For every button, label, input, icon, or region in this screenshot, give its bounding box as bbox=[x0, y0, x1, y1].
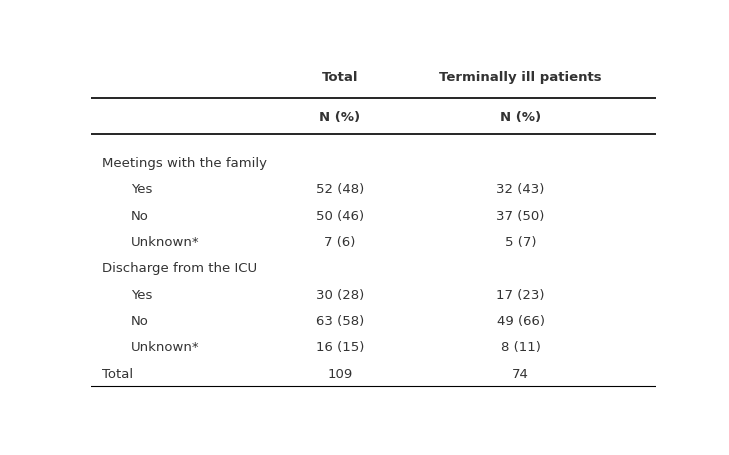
Text: 8 (11): 8 (11) bbox=[501, 341, 540, 354]
Text: Total: Total bbox=[321, 71, 358, 84]
Text: 30 (28): 30 (28) bbox=[316, 288, 364, 301]
Text: 63 (58): 63 (58) bbox=[316, 314, 364, 327]
Text: Yes: Yes bbox=[130, 183, 152, 196]
Text: Total: Total bbox=[102, 367, 133, 380]
Text: N (%): N (%) bbox=[500, 111, 541, 124]
Text: No: No bbox=[130, 314, 149, 327]
Text: 7 (6): 7 (6) bbox=[324, 236, 356, 248]
Text: 32 (43): 32 (43) bbox=[496, 183, 545, 196]
Text: 74: 74 bbox=[512, 367, 529, 380]
Text: 52 (48): 52 (48) bbox=[316, 183, 364, 196]
Text: Yes: Yes bbox=[130, 288, 152, 301]
Text: 49 (66): 49 (66) bbox=[496, 314, 545, 327]
Text: Unknown*: Unknown* bbox=[130, 341, 199, 354]
Text: 109: 109 bbox=[327, 367, 352, 380]
Text: Unknown*: Unknown* bbox=[130, 236, 199, 248]
Text: 5 (7): 5 (7) bbox=[504, 236, 537, 248]
Text: 50 (46): 50 (46) bbox=[316, 209, 364, 222]
Text: 37 (50): 37 (50) bbox=[496, 209, 545, 222]
Text: 16 (15): 16 (15) bbox=[316, 341, 364, 354]
Text: No: No bbox=[130, 209, 149, 222]
Text: N (%): N (%) bbox=[319, 111, 360, 124]
Text: Terminally ill patients: Terminally ill patients bbox=[439, 71, 602, 84]
Text: Discharge from the ICU: Discharge from the ICU bbox=[102, 262, 257, 275]
Text: Meetings with the family: Meetings with the family bbox=[102, 157, 268, 170]
Text: 17 (23): 17 (23) bbox=[496, 288, 545, 301]
